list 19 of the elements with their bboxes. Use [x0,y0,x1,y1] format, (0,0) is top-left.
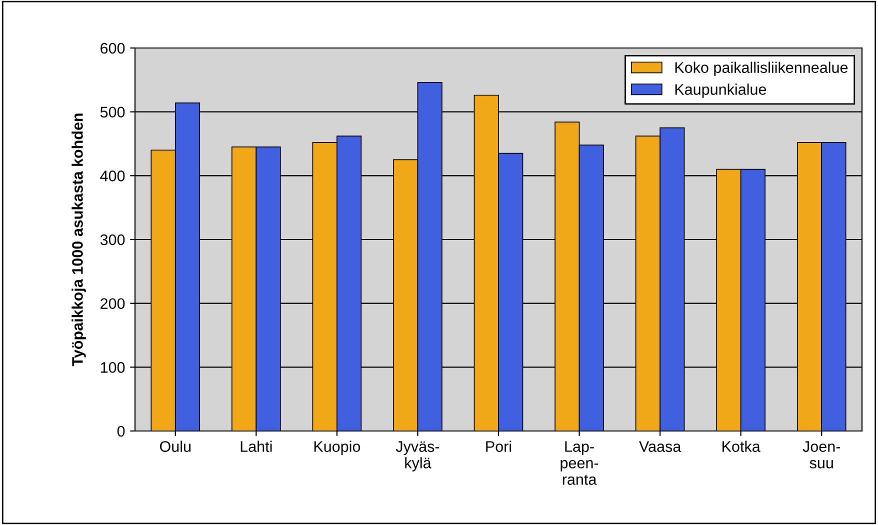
y-tick-label: 200 [100,298,125,310]
x-tick-label: Jyväs- kylä [396,441,440,472]
x-tick-label: Joen- suu [802,441,840,468]
x-tick-label: Lahti [240,440,272,452]
x-tick-label: Pori [486,440,512,452]
y-tick-label: 500 [100,106,125,118]
x-tick-label: Vaasa [639,441,682,452]
y-tick-label: 600 [100,42,125,54]
x-tick-label: Oulu [160,440,191,452]
x-tick-label: Kuopio [314,440,360,455]
x-tick-label: Lap- peen- ranta [560,441,598,485]
legend-label: Kaupunkialue [675,84,766,98]
legend-label: Koko paikallisliikennealue [675,62,848,76]
x-tick-label: Kotka [722,440,760,452]
y-tick-label: 100 [100,362,125,373]
y-tick-label: 0 [117,426,125,437]
y-tick-label: 300 [100,234,125,246]
y-tick-label: 400 [100,170,125,182]
y-axis-title: Työpaikkoja 1000 asukasta kohden [72,114,86,366]
